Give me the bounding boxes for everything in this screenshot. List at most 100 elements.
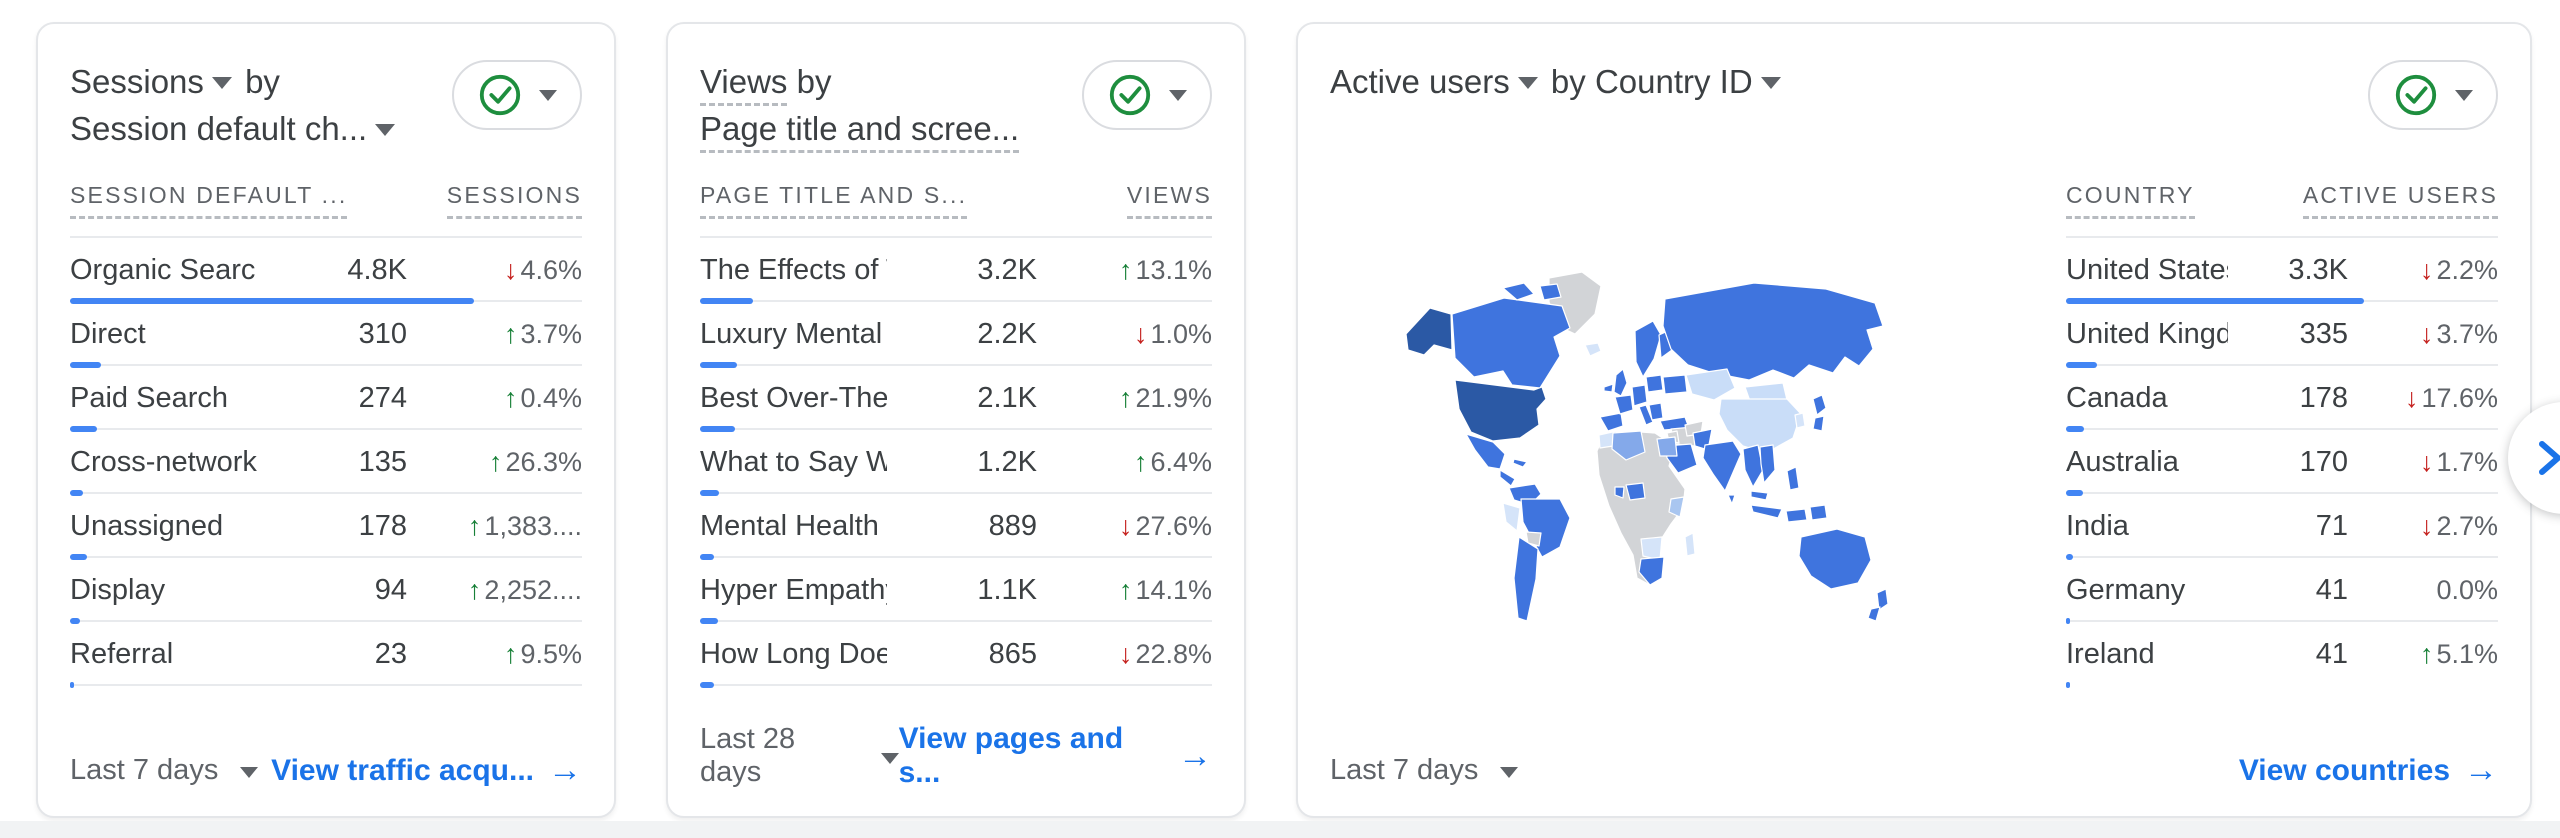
map-region-philippines — [1786, 466, 1800, 491]
date-range-selector[interactable]: Last 7 days — [1330, 754, 1519, 787]
dimension-name: Country ID — [1594, 63, 1753, 100]
dimension-selector[interactable]: Country ID — [1595, 63, 1785, 100]
row-change: ↓ 1.7% — [2348, 447, 2498, 478]
map-region-russia — [1662, 282, 1884, 381]
row-label: Germany — [2066, 573, 2186, 606]
row-bar-fill — [2066, 554, 2073, 560]
world-choropleth-map[interactable] — [1354, 238, 2054, 678]
row-label: Australia — [2066, 445, 2179, 478]
table-row: Direct 310 ↑ 3.7% — [70, 302, 582, 368]
chevron-down-icon — [539, 89, 557, 101]
row-label: Referral — [70, 637, 174, 670]
dimension-selector[interactable]: Page title and scree... — [700, 110, 1020, 153]
metric-name: Active users — [1330, 63, 1510, 100]
view-report-link[interactable]: View traffic acqu... → — [271, 751, 582, 790]
map-region-alaska — [1405, 307, 1453, 356]
map-region-iberia — [1599, 412, 1624, 432]
row-value: 23 — [374, 637, 407, 670]
table-row: What to Say When C... 1.2K ↑6.4% — [700, 430, 1212, 496]
map-region-balkans — [1648, 402, 1664, 421]
table-row: Australia 170 ↓ 1.7% — [2066, 430, 2498, 496]
change-percent: 26.3% — [505, 446, 582, 477]
row-change: ↑ 5.1% — [2348, 639, 2498, 670]
table-row: The Effects of Taking... 3.2K ↑13.1% — [700, 238, 1212, 304]
row-label: The Effects of Taking... — [700, 253, 887, 286]
data-quality-dropdown[interactable] — [1082, 60, 1212, 130]
row-label: United States — [2066, 253, 2228, 286]
change-percent: 6.4% — [1150, 446, 1212, 477]
row-bar-track — [70, 490, 582, 496]
metric-selector[interactable]: Views — [700, 63, 788, 106]
card-header: Active users by Country ID — [1330, 58, 2498, 182]
change-percent: 27.6% — [1135, 510, 1212, 541]
metric-name: Sessions — [70, 63, 204, 100]
row-value: 865 — [988, 637, 1037, 670]
date-range-selector[interactable]: Last 7 days — [70, 754, 259, 787]
row-label: How Long Does It Ta... — [700, 637, 887, 670]
table-row: Canada 178 ↓ 17.6% — [2066, 366, 2498, 432]
trend-arrow-icon: ↑ — [503, 318, 518, 349]
map-region-madagascar — [1684, 532, 1696, 557]
card-active-users-by-country: Active users by Country ID — [1296, 22, 2532, 818]
card-header: Views by Page title and scree... — [700, 58, 1212, 182]
chevron-down-icon — [1760, 76, 1781, 89]
data-quality-dropdown[interactable] — [452, 60, 582, 130]
map-region-france — [1614, 394, 1634, 415]
date-range-selector[interactable]: Last 28 days — [700, 723, 899, 789]
row-change: ↑ 3.7% — [407, 319, 582, 350]
row-bar-track — [700, 554, 1212, 560]
change-percent: 1,383.... — [484, 510, 582, 541]
table-row: Hyper Empathy Disor... 1.1K ↑14.1% — [700, 558, 1212, 624]
chevron-down-icon — [1169, 89, 1187, 101]
map-region-arctic-islands — [1539, 283, 1562, 301]
table-row: Referral 23 ↑ 9.5% — [70, 622, 582, 688]
column-header-dimension: SESSION DEFAULT ... — [70, 182, 348, 219]
row-value: 2.2K — [977, 317, 1037, 350]
table-row: United States 3.3K ↓ 2.2% — [2066, 238, 2498, 304]
view-report-link[interactable]: View countries → — [2239, 751, 2498, 790]
row-bar-track — [700, 618, 1212, 624]
row-label: Organic Search — [70, 253, 257, 286]
row-bar-fill — [2066, 362, 2098, 368]
row-change: ↑ 6.4% — [1037, 447, 1212, 478]
row-change: ↓ 2.2% — [2348, 255, 2498, 286]
map-region-ireland — [1603, 383, 1614, 393]
column-headers: PAGE TITLE AND S... VIEWS — [700, 182, 1212, 219]
chevron-right-icon — [2539, 441, 2560, 475]
row-value: 94 — [374, 573, 407, 606]
map-region-argentina-chile — [1513, 536, 1539, 622]
change-percent: 21.9% — [1135, 382, 1212, 413]
row-bar-fill — [70, 426, 97, 432]
map-region-indonesia — [1809, 504, 1828, 521]
change-percent: 1.0% — [1150, 318, 1212, 349]
row-value: 1.1K — [977, 573, 1037, 606]
row-label: Ireland — [2066, 637, 2155, 670]
change-percent: 22.8% — [1135, 638, 1212, 669]
map-region-arctic-islands — [1502, 282, 1535, 301]
metric-selector[interactable]: Active users — [1330, 63, 1542, 100]
date-range-label: Last 7 days — [70, 754, 219, 786]
view-report-link[interactable]: View pages and s... → — [899, 722, 1212, 790]
map-region-peru — [1502, 502, 1521, 532]
change-percent: 5.1% — [2436, 638, 2498, 669]
metric-selector[interactable]: Sessions — [70, 63, 236, 100]
title-by: by — [235, 63, 280, 100]
row-change: ↓ 4.6% — [407, 255, 582, 286]
row-change: ↓ 2.7% — [2348, 511, 2498, 542]
row-bar-track — [70, 426, 582, 432]
row-change: ↓ 3.7% — [2348, 319, 2498, 350]
row-bar-track — [2066, 426, 2498, 432]
map-region-japan — [1812, 394, 1827, 416]
trend-arrow-icon: ↑ — [1118, 382, 1133, 413]
table-row: Ireland 41 ↑ 5.1% — [2066, 622, 2498, 688]
row-label: India — [2066, 509, 2129, 542]
card-header: Sessions by Session default ch... — [70, 58, 582, 182]
table-top-rule — [70, 236, 582, 238]
map-region-mexico — [1465, 433, 1506, 470]
data-quality-dropdown[interactable] — [2368, 60, 2498, 130]
dimension-selector[interactable]: Session default ch... — [70, 110, 399, 147]
row-bar-fill — [2066, 618, 2071, 624]
table-row: Luxury Mental Healt... 2.2K ↓1.0% — [700, 302, 1212, 368]
row-value: 2.1K — [977, 381, 1037, 414]
trend-arrow-icon: ↑ — [1133, 446, 1148, 477]
